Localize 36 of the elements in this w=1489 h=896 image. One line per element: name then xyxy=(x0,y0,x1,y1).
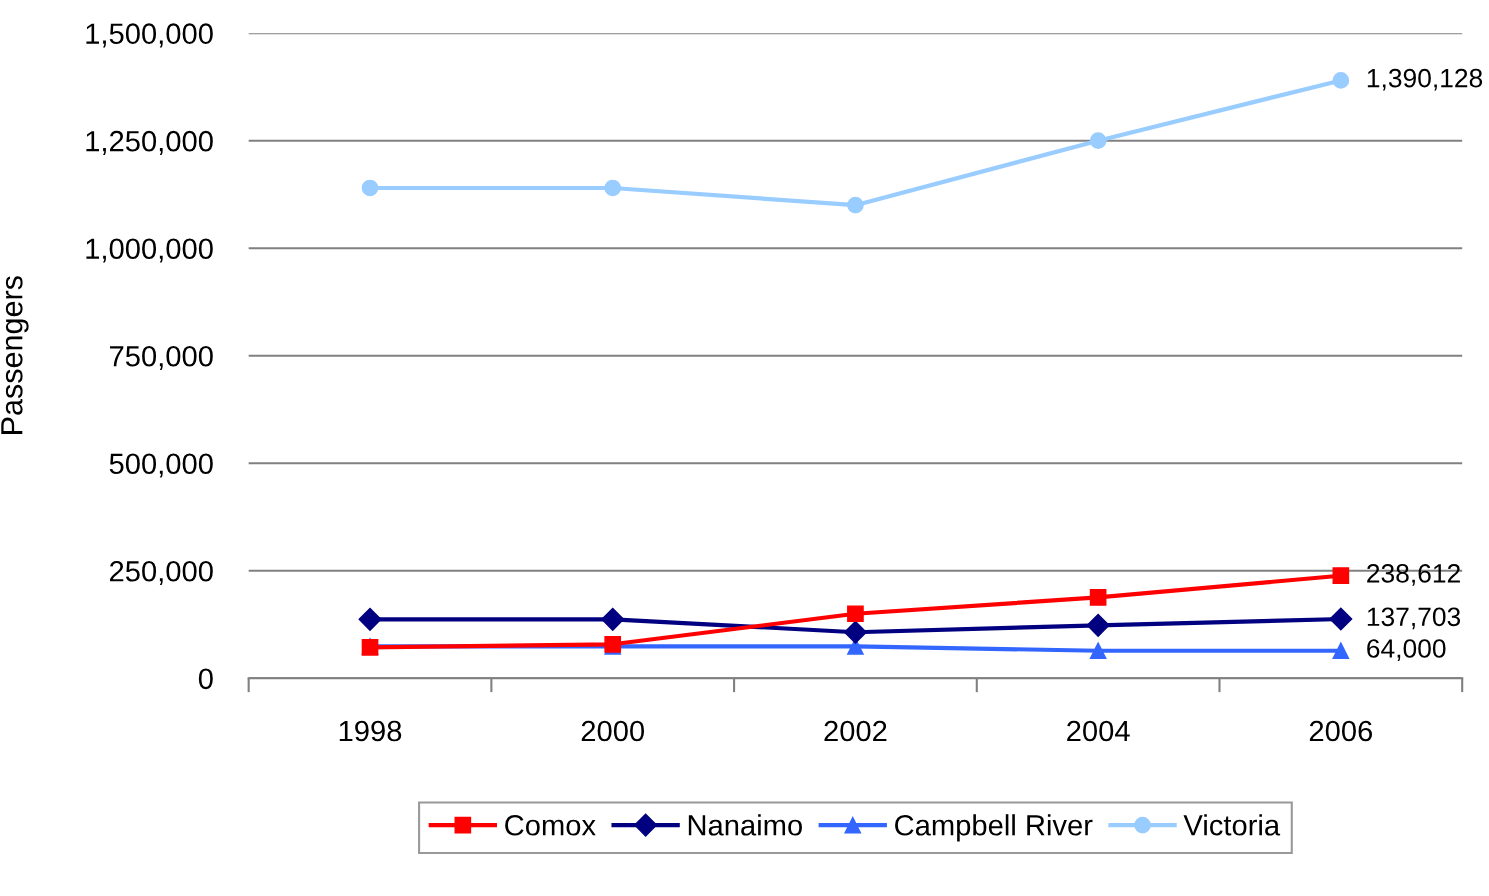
point xyxy=(1089,132,1107,150)
data-label: 238,612 xyxy=(1367,564,1460,586)
point xyxy=(1089,642,1107,660)
x-tick-label: 1998 xyxy=(339,720,402,742)
y-tick-label: 1,000,000 xyxy=(86,238,213,263)
point xyxy=(847,196,864,214)
point xyxy=(1332,567,1350,584)
point xyxy=(847,605,864,623)
data-label: 1,390,128 xyxy=(1367,68,1483,91)
legend-label: Nanaimo xyxy=(688,814,802,836)
legend-label: Campbell River xyxy=(895,814,1093,842)
point xyxy=(1089,589,1107,606)
legend-label: Victoria xyxy=(1183,814,1281,836)
point xyxy=(1332,72,1350,89)
point xyxy=(843,620,867,644)
point xyxy=(361,179,379,197)
point xyxy=(1332,642,1350,660)
y-axis-title: Passengers xyxy=(1,276,29,434)
point xyxy=(1329,607,1353,631)
x-tick-label: 2002 xyxy=(824,720,887,742)
y-tick-label: 500,000 xyxy=(109,453,213,478)
point xyxy=(358,607,382,631)
y-tick-label: 750,000 xyxy=(110,345,213,371)
point xyxy=(601,607,625,631)
legend-label: Comox xyxy=(505,814,596,836)
y-tick-label: 0 xyxy=(198,668,213,690)
data-label: 64,000 xyxy=(1367,639,1446,661)
data-label: 137,703 xyxy=(1367,607,1461,630)
point xyxy=(1086,613,1110,637)
x-tick-label: 2000 xyxy=(581,720,645,742)
x-tick-label: 2006 xyxy=(1309,720,1373,742)
y-tick-label: 1,250,000 xyxy=(86,130,213,155)
x-tick-label: 2004 xyxy=(1067,720,1130,742)
y-tick-label: 1,500,000 xyxy=(86,23,213,48)
point xyxy=(604,179,622,197)
y-tick-label: 250,000 xyxy=(109,560,213,586)
